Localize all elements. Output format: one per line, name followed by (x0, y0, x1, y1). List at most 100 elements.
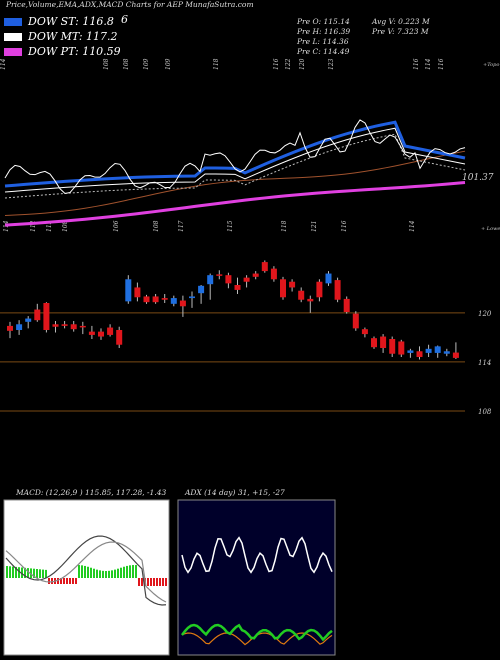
macd-bar (69, 578, 71, 584)
chart-title: Price,Volume,EMA,ADX,MACD Charts for AEP… (6, 0, 254, 9)
candle-body (407, 350, 414, 353)
top-axis-label: 108 (123, 58, 130, 70)
candle-body (261, 262, 268, 272)
candle-body (243, 277, 250, 282)
panel-label-top: +Topo (483, 62, 499, 68)
macd-bar (138, 578, 140, 586)
candle-body (116, 330, 123, 345)
candle-body (25, 318, 32, 322)
candle-body (198, 285, 205, 294)
candle-body (352, 313, 359, 329)
macd-bar (129, 565, 131, 578)
top-axis-label: 108 (103, 58, 110, 70)
top-axis-label: 109 (165, 58, 172, 70)
legend-label: DOW PT: 110.59 (28, 45, 121, 58)
legend-dow-mt: DOW MT: 117.2 (4, 30, 118, 43)
ema-long-line (4, 150, 466, 216)
level-label: 108 (478, 408, 492, 416)
candle-body (216, 274, 223, 276)
last-value-label: 101.37 (462, 173, 494, 183)
macd-bar (123, 566, 125, 578)
macd-bar (81, 565, 83, 578)
candle-body (325, 273, 332, 284)
top-axis-label: 109 (143, 58, 150, 70)
macd-bar (165, 578, 167, 586)
top-axis-label: 118 (213, 58, 220, 70)
macd-line (5, 535, 167, 606)
macd-bar (93, 568, 95, 578)
ema-pt-line (4, 181, 466, 227)
adx-plus-di-line (181, 623, 333, 642)
candle-body (16, 324, 23, 330)
bottom-axis-label: 121 (311, 221, 318, 232)
candle-body (343, 298, 350, 312)
legend-label: DOW MT: 117.2 (28, 30, 118, 43)
candle-body (380, 336, 387, 348)
bottom-axis-label: 106 (113, 220, 120, 232)
legend-swatch (4, 18, 22, 26)
macd-bar (147, 578, 149, 586)
macd-bar (75, 578, 77, 584)
candle-body (298, 290, 305, 300)
macd-bar (48, 578, 50, 584)
candle-body (289, 281, 296, 288)
top-axis-label: 116 (438, 58, 445, 70)
candle-body (416, 351, 423, 357)
legend-extra: 6 (121, 13, 128, 26)
macd-bar (15, 566, 17, 578)
legend-swatch (4, 48, 22, 56)
top-axis-label: 116 (273, 58, 280, 70)
macd-bar (99, 570, 101, 578)
candle-body (79, 325, 86, 328)
macd-bar (72, 578, 74, 584)
macd-bar (87, 566, 89, 578)
macd-bar (96, 569, 98, 578)
top-axis-label: 116 (413, 58, 420, 70)
top-axis-label: 122 (285, 58, 292, 70)
bottom-axis-label: 116 (341, 220, 348, 232)
candle-body (34, 309, 41, 321)
ema-mt-line (4, 127, 466, 193)
macd-bar (27, 568, 29, 578)
candle-body (225, 275, 232, 284)
bottom-axis-label: 113 (46, 220, 53, 232)
macd-bar (126, 565, 128, 578)
candle-body (371, 338, 377, 348)
macd-bar (159, 578, 161, 586)
top-axis-label: 120 (299, 58, 306, 70)
candle-body (207, 275, 214, 285)
candle-body (98, 331, 104, 337)
bottom-axis-label: 118 (281, 220, 288, 232)
macd-bar (18, 567, 20, 578)
macd-bar (90, 567, 92, 578)
macd-header: MACD: (12,26,9 ) 115.85, 117.28, -1.43 (16, 488, 167, 497)
macd-bar (45, 569, 47, 578)
macd-bar (51, 578, 53, 584)
quote-high: Pre H: 116.39 (297, 27, 351, 36)
macd-signal-line (5, 541, 167, 603)
macd-bar (141, 578, 143, 586)
candle-body (270, 268, 277, 280)
candle-body (152, 296, 159, 303)
quote-pre-volume: Pre V: 7.323 M (372, 27, 429, 36)
adx-header: ADX (14 day) 31, +15, -27 (185, 488, 285, 497)
legend-label: DOW ST: 116.8 (28, 15, 114, 28)
macd-bar (135, 565, 137, 578)
legend-swatch (4, 33, 22, 41)
macd-bar (42, 569, 44, 578)
candle-body (452, 352, 459, 358)
adx-panel (177, 499, 336, 656)
macd-bar (30, 568, 32, 578)
macd-bar (6, 566, 8, 578)
macd-bar (132, 565, 134, 578)
macd-bar (117, 568, 119, 578)
candle-body (443, 351, 450, 354)
candle-body (280, 279, 286, 298)
macd-bar (84, 565, 86, 578)
macd-bar (24, 567, 26, 578)
candle-body (61, 324, 68, 326)
candle-body (425, 348, 432, 353)
candle-body (88, 331, 95, 335)
macd-bar (162, 578, 164, 586)
top-axis-label: 123 (328, 58, 335, 70)
